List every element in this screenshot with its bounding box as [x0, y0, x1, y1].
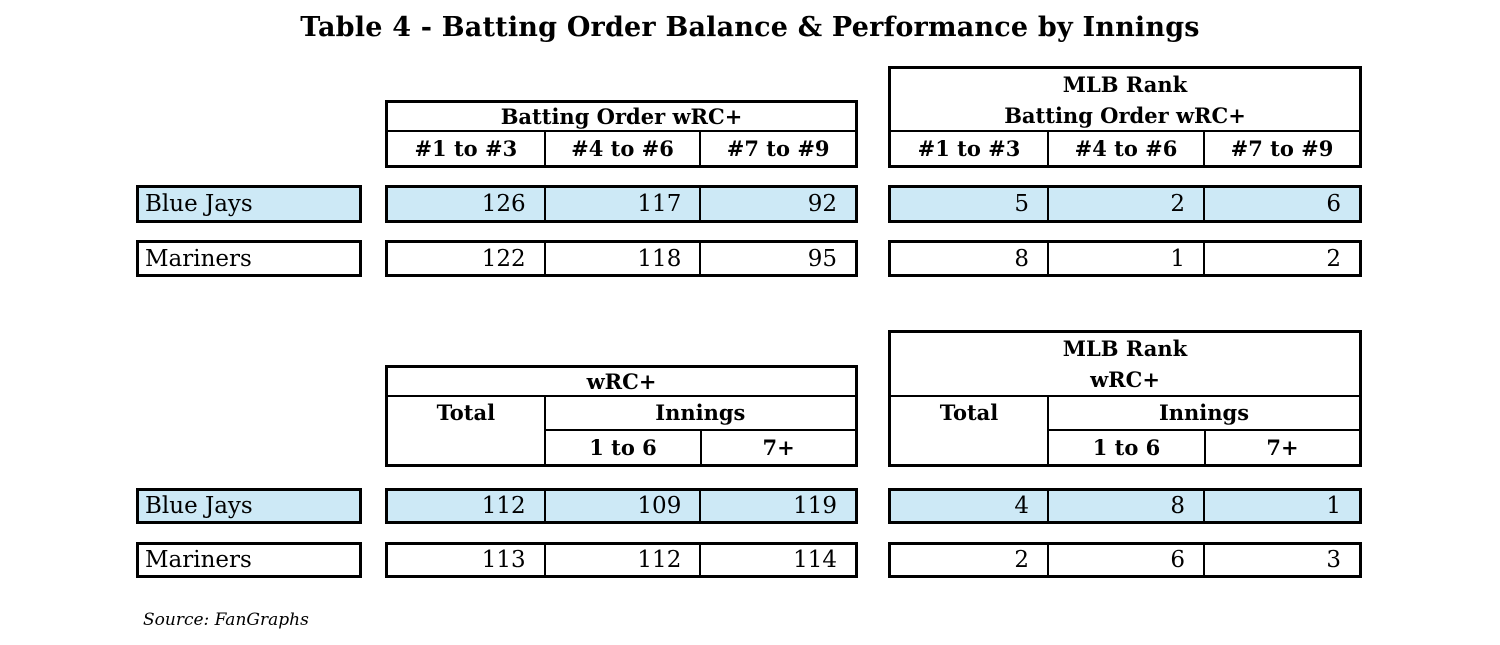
data-cell: 122: [481, 245, 526, 272]
data-cell: 3: [1203, 545, 1359, 575]
data-cell: 1: [1047, 243, 1203, 274]
header-title: MLB Rank Batting Order wRC+: [891, 69, 1359, 132]
header-col-7plus: 7+: [1204, 430, 1359, 464]
team-label-box-mariners: Mariners: [136, 240, 362, 277]
header-innings-subcols: 1 to 6 7+: [1047, 430, 1359, 464]
header-columns: #1 to #3 #4 to #6 #7 to #9: [891, 132, 1359, 165]
data-cell: 5: [891, 188, 1047, 220]
table-row-rank-batting-order-blue-jays: 5 2 6: [888, 185, 1362, 223]
data-cell: 119: [699, 491, 855, 521]
data-cell: 109: [543, 491, 700, 521]
header-group-innings: Innings: [543, 397, 855, 431]
data-cell: 118: [543, 243, 700, 274]
data-cell: 114: [699, 545, 855, 575]
header-title: wRC+: [388, 368, 855, 397]
data-cell: 8: [1014, 245, 1029, 272]
header-innings-subcols: 1 to 6 7+: [543, 430, 855, 464]
header-col-1to3: #1 to #3: [414, 136, 518, 161]
table-row-wrcplus-blue-jays: 112 109 119: [385, 488, 858, 524]
table-row-batting-order-blue-jays: 126 117 92: [385, 185, 858, 223]
header-col-7plus: 7+: [700, 430, 855, 464]
header-columns: #1 to #3 #4 to #6 #7 to #9: [388, 132, 855, 165]
data-cell: 117: [543, 188, 700, 220]
header-col-1to6: 1 to 6: [1092, 434, 1161, 460]
data-cell: 2: [1014, 547, 1029, 573]
header-col-total: Total: [939, 400, 999, 425]
header-title: Batting Order wRC+: [388, 103, 855, 132]
data-cell: 95: [699, 243, 855, 274]
team-label-box-mariners: Mariners: [136, 542, 362, 578]
header-col-1to3: #1 to #3: [917, 136, 1021, 161]
mlb-rank-wrcplus-header: MLB Rank wRC+ Total Innings 1 to 6 7+: [888, 330, 1362, 467]
header-col-7to9: #7 to #9: [699, 132, 855, 165]
team-label-box-blue-jays: Blue Jays: [136, 185, 362, 223]
data-cell: 2: [1203, 243, 1359, 274]
wrcplus-innings-header: wRC+ Total Innings 1 to 6 7+: [385, 365, 858, 467]
header-group-innings: Innings: [1047, 397, 1359, 431]
table-row-wrcplus-mariners: 113 112 114: [385, 542, 858, 578]
data-cell: 126: [388, 188, 544, 220]
header-title: MLB Rank wRC+: [891, 333, 1359, 397]
data-cell: 92: [699, 188, 855, 220]
data-cell: 112: [388, 491, 544, 521]
data-cell: 8: [1047, 491, 1203, 521]
batting-order-wrcplus-header: Batting Order wRC+ #1 to #3 #4 to #6 #7 …: [385, 100, 858, 168]
mlb-rank-batting-order-header: MLB Rank Batting Order wRC+ #1 to #3 #4 …: [888, 66, 1362, 168]
header-lower-grid: Total Innings 1 to 6 7+: [891, 397, 1359, 464]
data-cell: 2: [1047, 188, 1203, 220]
data-cell: 4: [891, 491, 1047, 521]
page-title: Table 4 - Batting Order Balance & Perfor…: [300, 12, 1200, 43]
header-title-line2: Batting Order wRC+: [1004, 102, 1246, 128]
header-title-line2: wRC+: [1090, 367, 1160, 392]
header-col-4to6: #4 to #6: [543, 132, 700, 165]
data-cell: 113: [481, 547, 526, 573]
header-col-4to6: #4 to #6: [1047, 132, 1203, 165]
header-lower-grid: Total Innings 1 to 6 7+: [388, 397, 855, 464]
data-cell: 1: [1203, 491, 1359, 521]
header-title-line1: MLB Rank: [1062, 71, 1188, 97]
data-cell: 6: [1203, 188, 1359, 220]
table-row-rank-wrcplus-blue-jays: 4 8 1: [888, 488, 1362, 524]
header-col-1to6: 1 to 6: [589, 434, 657, 460]
data-cell: 6: [1047, 545, 1203, 575]
table-row-rank-wrcplus-mariners: 2 6 3: [888, 542, 1362, 578]
header-col-7to9: #7 to #9: [1203, 132, 1359, 165]
table-row-batting-order-mariners: 122 118 95: [385, 240, 858, 277]
source-note: Source: FanGraphs: [143, 610, 309, 630]
table-row-rank-batting-order-mariners: 8 1 2: [888, 240, 1362, 277]
data-cell: 112: [543, 545, 700, 575]
team-label-box-blue-jays: Blue Jays: [136, 488, 362, 524]
header-title-line1: MLB Rank: [1062, 336, 1188, 361]
header-col-total: Total: [436, 400, 496, 425]
